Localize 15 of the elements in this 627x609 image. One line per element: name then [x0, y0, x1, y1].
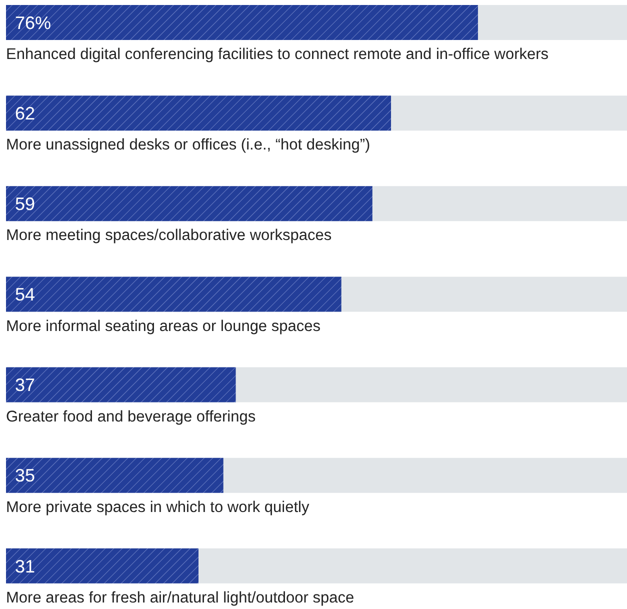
- y-tick-label: More meeting spaces/collaborative workspaces: [6, 227, 332, 244]
- y-tick-label: More informal seating areas or lounge spaces: [6, 318, 321, 335]
- data-label: 59: [15, 194, 36, 214]
- y-tick-label: Greater food and beverage offerings: [6, 408, 256, 426]
- y-tick-label: More areas for fresh air/natural light/outdoor space: [6, 590, 354, 607]
- y-tick-label: More private spaces in which to work quietly: [6, 498, 310, 516]
- data-label: 37: [15, 375, 36, 396]
- data-label: 62: [15, 103, 36, 124]
- y-tick-label: More unassigned desks or offices (i.e., “hot desking”): [6, 136, 370, 154]
- y-tick-label: Enhanced digital conferencing facilities to connect remote and in-office workers: [6, 46, 549, 64]
- data-label: 76%: [15, 12, 52, 33]
- data-label: 54: [15, 284, 36, 305]
- data-label: 31: [15, 556, 36, 576]
- data-label: 35: [15, 466, 36, 486]
- bar: [6, 548, 199, 584]
